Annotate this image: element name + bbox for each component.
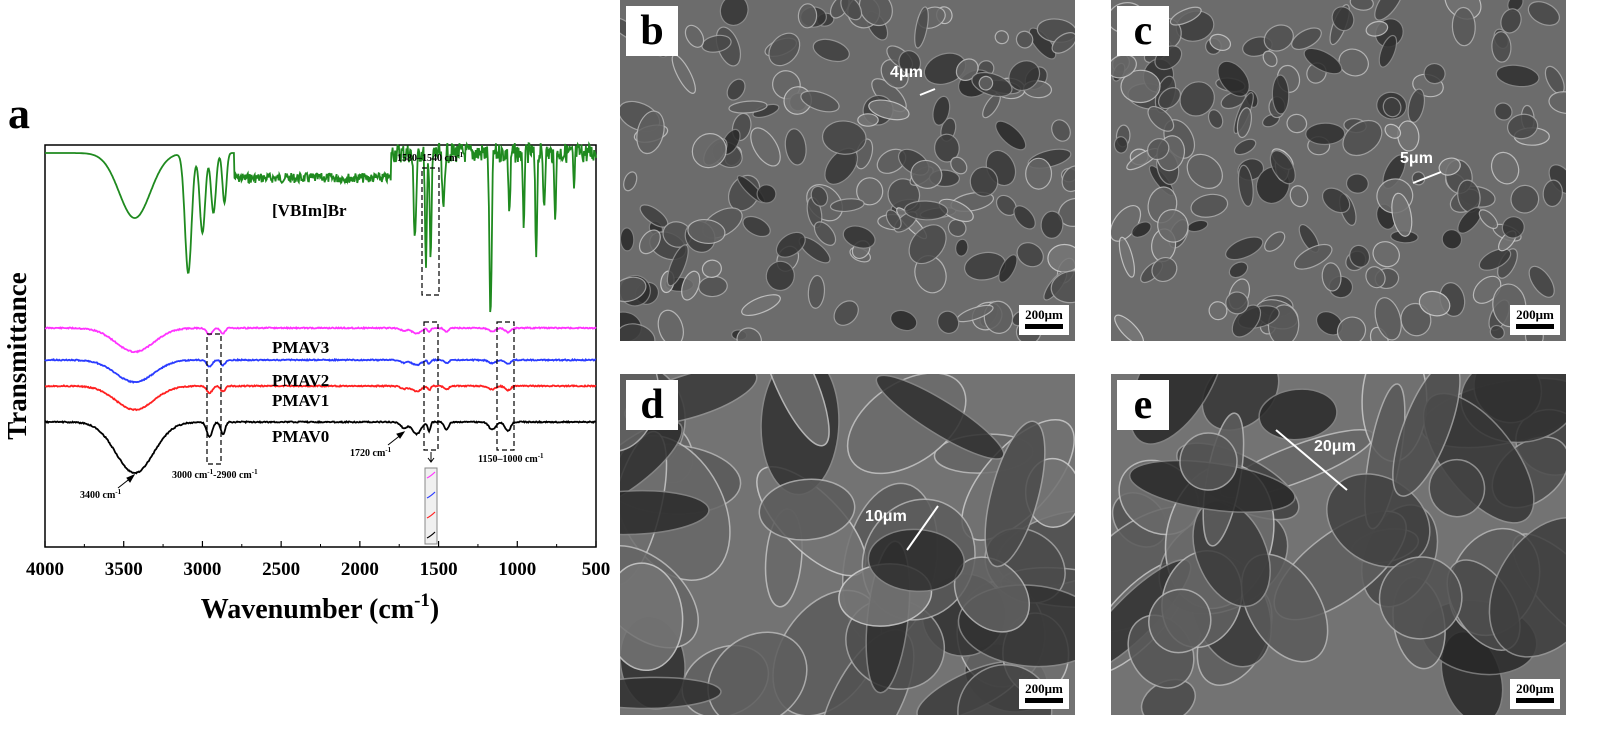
panel-label-e: e bbox=[1117, 380, 1169, 430]
dashed-boxes bbox=[206, 167, 515, 465]
panel-label-b: b bbox=[626, 6, 678, 56]
panel-label-c: c bbox=[1117, 6, 1169, 56]
scale-bar-d: 200μm bbox=[1019, 679, 1069, 709]
y-axis-label: Transmittance bbox=[2, 272, 32, 439]
scale-bar-b: 200μm bbox=[1019, 305, 1069, 335]
box-1150-1000 bbox=[496, 321, 515, 451]
annotation-1580-1540: 1580–1540 cm-1 bbox=[397, 151, 464, 164]
x-axis-ticks: 4000 3500 3000 2500 2000 1500 1000 500 bbox=[26, 541, 610, 580]
measurement-label-e: 20μm bbox=[1314, 438, 1356, 455]
measurement-label-c: 5μm bbox=[1400, 150, 1433, 167]
x-axis-label: Wavenumber (cm-1) bbox=[201, 590, 440, 625]
sem-texture-b bbox=[620, 0, 1075, 341]
x-tick-label: 3500 bbox=[105, 559, 143, 580]
sem-panel-b: b 4μm 200μm bbox=[620, 0, 1075, 341]
annotation-arrows bbox=[117, 431, 406, 489]
sem-texture-c bbox=[1111, 0, 1566, 341]
curve-vbimbr bbox=[45, 141, 597, 313]
sem-texture-d bbox=[620, 374, 1075, 715]
curve-pmav2 bbox=[44, 357, 597, 384]
curve-pmav0 bbox=[44, 420, 597, 475]
series-label-pmav0: PMAV0 bbox=[272, 427, 329, 446]
x-tick-label: 4000 bbox=[26, 559, 64, 580]
x-tick-label: 1500 bbox=[420, 559, 458, 580]
sem-panel-c: c 5μm 200μm bbox=[1111, 0, 1566, 341]
curve-pmav3 bbox=[44, 325, 597, 354]
series-label-pmav1: PMAV1 bbox=[272, 391, 329, 410]
inset-box bbox=[424, 452, 438, 545]
annotation-3400: 3400 cm-1 bbox=[80, 488, 122, 501]
box-3000-2900 bbox=[206, 333, 222, 465]
annotation-3000-2900: 3000 cm-1-2900 cm-1 bbox=[172, 468, 258, 481]
ftir-chart: 4000 3500 3000 2500 2000 1500 1000 500 [VBIm]Br… bbox=[2, 141, 610, 625]
series-label-pmav2: PMAV2 bbox=[272, 371, 329, 390]
series-label-vbimbr: [VBIm]Br bbox=[272, 201, 347, 220]
x-tick-label: 500 bbox=[582, 559, 610, 580]
x-tick-label: 2500 bbox=[262, 559, 300, 580]
panel-label-d: d bbox=[626, 380, 678, 430]
annotation-1720: 1720 cm-1 bbox=[350, 446, 392, 459]
x-tick-label: 2000 bbox=[341, 559, 379, 580]
series-label-pmav3: PMAV3 bbox=[272, 338, 329, 357]
box-1580-1540-polymers bbox=[423, 321, 439, 451]
sem-texture-e bbox=[1111, 374, 1566, 715]
x-tick-label: 1000 bbox=[498, 559, 536, 580]
annotation-1150-1000: 1150–1000 cm-1 bbox=[478, 452, 544, 465]
sem-panel-d: d 10μm 200μm bbox=[620, 374, 1075, 715]
panel-label-a: a bbox=[8, 89, 30, 138]
scale-bar-e: 200μm bbox=[1510, 679, 1560, 709]
measurement-label-b: 4μm bbox=[890, 64, 923, 81]
measurement-label-d: 10μm bbox=[865, 508, 907, 525]
curve-pmav1 bbox=[45, 384, 597, 412]
sem-panel-e: e 20μm 200μm bbox=[1111, 374, 1566, 715]
box-1580-1540 bbox=[421, 167, 440, 296]
ftir-curves bbox=[44, 141, 597, 475]
scale-bar-c: 200μm bbox=[1510, 305, 1560, 335]
x-tick-label: 3000 bbox=[183, 559, 221, 580]
